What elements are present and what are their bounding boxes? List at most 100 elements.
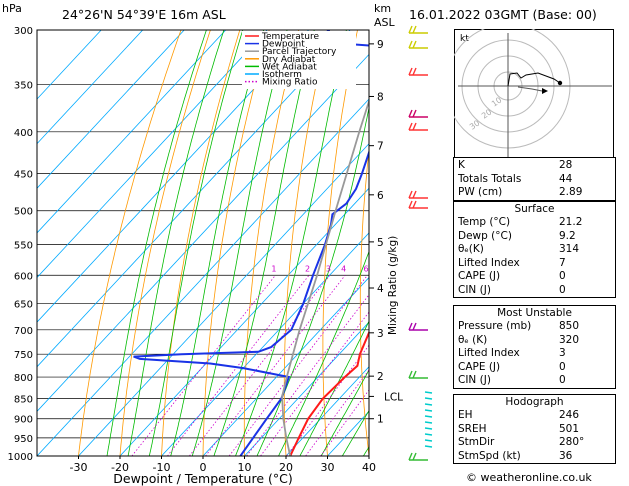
row-label: StmSpd (kt) [458, 449, 521, 462]
wind-barb-low [424, 433, 433, 436]
row-value: 850 [559, 320, 580, 332]
mu-row: CIN (J) 0 [454, 374, 615, 388]
row-label: θₑ(K) [458, 243, 484, 255]
pressure-tick-label: 550 [14, 240, 33, 251]
height-unit-asl: ASL [374, 16, 395, 29]
hodograph-unit-label: kt [460, 34, 469, 44]
row-value: 7 [559, 256, 566, 269]
height-tick-label: 5 [377, 237, 384, 249]
wind-barb-flag [408, 190, 413, 199]
pressure-tick-label: 400 [14, 128, 33, 139]
mu-row: Pressure (mb) 850 [454, 320, 615, 334]
wind-barb-low [424, 445, 433, 448]
wind-barb-flag [412, 109, 417, 118]
row-value: 21.2 [559, 216, 583, 228]
row-value: 320 [559, 333, 580, 346]
wind-barb-low [424, 439, 433, 442]
pressure-tick-label: 650 [14, 300, 33, 311]
legend-label: Mixing Ratio [262, 78, 318, 88]
hodo-row: StmDir 280° [454, 436, 615, 450]
mixing-ratio-label: 4 [341, 264, 346, 273]
temp-tick-label: 20 [279, 461, 293, 474]
wind-barb-flag [412, 25, 417, 34]
mixing-ratio-label: 20 [435, 264, 445, 273]
mixing-ratio-label: 6 [363, 264, 368, 273]
isotherm-line [160, 232, 369, 456]
legend-label: Parcel Trajectory [262, 47, 337, 57]
mixing-ratio-label: 3 [326, 264, 331, 273]
wind-barb-flag [408, 109, 413, 118]
row-value: 501 [559, 422, 580, 435]
mixing-ratio-line [286, 344, 369, 456]
row-label: CAPE (J) [458, 270, 501, 282]
row-value: 314 [559, 243, 580, 255]
pressure-tick-label: 500 [14, 207, 33, 218]
temp-tick-label: 30 [321, 461, 335, 474]
wind-barb-flag [412, 40, 417, 49]
isotherm-line [77, 143, 369, 456]
datetime-title: 16.01.2022 03GMT (Base: 00) [409, 7, 597, 22]
wet-adiabat-line [106, 30, 207, 456]
row-value: 0 [559, 360, 566, 373]
wind-barb-flag [408, 122, 413, 131]
isotherm-line [202, 276, 369, 456]
wet-adiabat-line [320, 369, 369, 456]
wind-barb-flag [412, 322, 417, 331]
hodograph-trace [507, 72, 561, 87]
hodograph-stats-panel: Hodograph EH 246 SREH 501 StmDir 280° StmSp… [453, 394, 616, 464]
index-row: PW (cm) 2.89 [454, 186, 615, 200]
row-label: θₑ (K) [458, 333, 488, 346]
wind-barb-low [424, 421, 433, 424]
temp-tick-label: 0 [200, 461, 207, 474]
most-unstable-title: Most Unstable [497, 307, 572, 319]
height-tick-label: 4 [377, 283, 384, 295]
wet-adiabat-line [213, 30, 315, 456]
mixing-ratio-line [167, 275, 310, 456]
credit-text: © weatheronline.co.uk [466, 471, 592, 484]
surface-row: Lifted Index 7 [454, 257, 615, 271]
mixing-ratio-axis-label: Mixing Ratio (g/kg) [387, 236, 399, 335]
pressure-tick-label: 950 [14, 434, 33, 445]
storm-motion-arrow [542, 88, 548, 94]
surface-panel: Surface Temp (°C) 21.2 Dewp (°C) 9.2 θₑ(K)… [453, 201, 616, 298]
location-title: 24°26'N 54°39'E 16m ASL [62, 7, 226, 22]
pressure-tick-label: 300 [14, 26, 33, 37]
wet-adiabat-line [235, 30, 347, 456]
mixing-ratio-line [260, 311, 369, 456]
mixing-ratio-label: 15 [417, 264, 427, 273]
isotherm-line [37, 98, 369, 456]
pressure-tick-label: 450 [14, 169, 33, 180]
row-label: Lifted Index [458, 256, 520, 269]
temp-tick-label: 40 [362, 461, 376, 474]
height-tick-label: 6 [377, 190, 384, 202]
mixing-ratio-line [131, 275, 276, 456]
series-line [133, 30, 369, 456]
row-value: 280° [559, 436, 585, 448]
pressure-tick-label: 750 [14, 350, 33, 361]
height-tick-label: 7 [377, 141, 384, 153]
temp-tick-label: -20 [111, 461, 129, 474]
pressure-tick-label: 900 [14, 415, 33, 426]
wind-barb-low [424, 397, 433, 400]
wind-barb-flag [412, 122, 417, 131]
index-label: PW (cm) [458, 186, 503, 198]
wind-barb-flag [408, 322, 413, 331]
hodograph: kt 10 20 30 [454, 29, 614, 161]
legend-box [242, 31, 356, 89]
wind-barb-flag [412, 67, 417, 76]
isotherm-line [37, 30, 227, 234]
wind-barb-flag [408, 67, 413, 76]
index-value: 28 [559, 159, 573, 171]
row-label: EH [458, 409, 473, 421]
isotherm-line [285, 366, 369, 456]
pressure-tick-label: 850 [14, 394, 33, 405]
indices-panel: K 28 Totals Totals 44 PW (cm) 2.89 [453, 157, 616, 201]
temp-tick-label: -30 [70, 461, 88, 474]
mu-row: CAPE (J) 0 [454, 361, 615, 375]
lcl-label: LCL [384, 391, 403, 403]
legend-label: Dry Adiabat [262, 55, 316, 65]
row-label: Pressure (mb) [458, 320, 532, 332]
height-unit-km: km [374, 2, 392, 15]
wind-barb-flag [408, 200, 413, 209]
pressure-tick-label: 800 [14, 373, 33, 384]
